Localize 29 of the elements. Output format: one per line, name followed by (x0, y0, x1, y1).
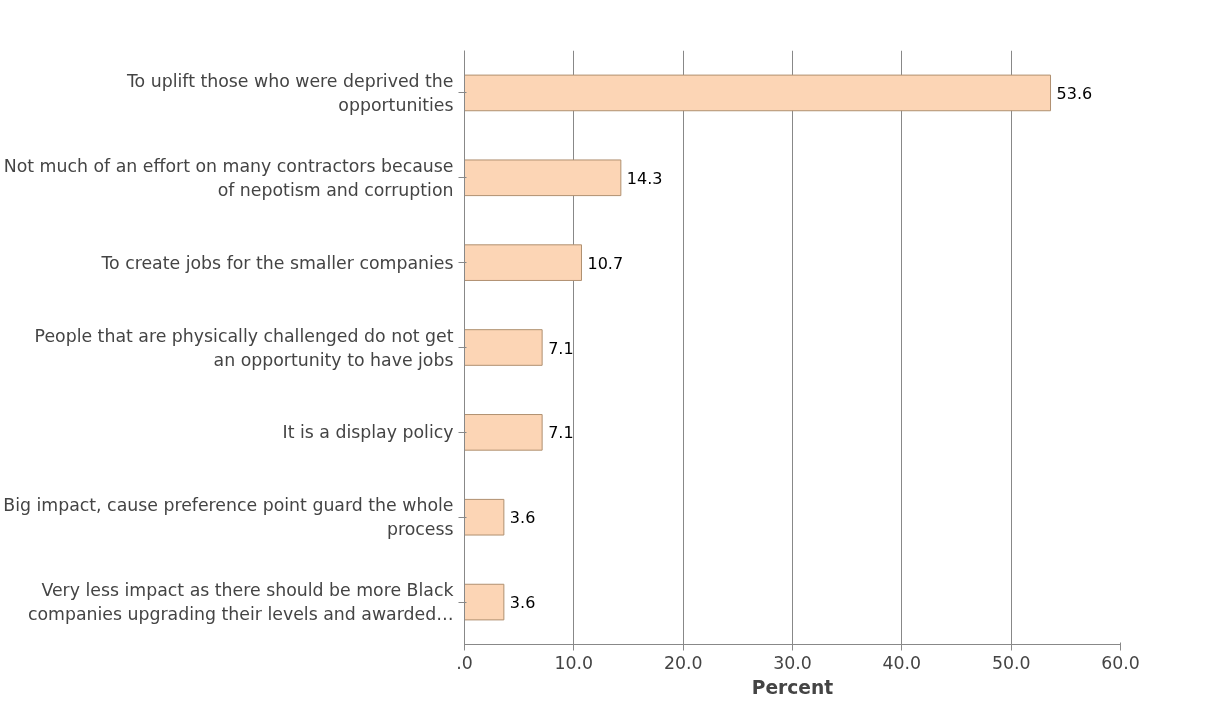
y-tick-label: People that are physically challenged do not get an opportunity to have jobs (34, 325, 454, 370)
bar (464, 329, 543, 366)
bar (464, 414, 543, 451)
x-tick-label: .0 (456, 652, 473, 673)
x-axis-title: Percent (751, 676, 834, 698)
data-label: 53.6 (1056, 83, 1093, 103)
y-tick-label: Not much of an effort on many contractors because of nepotism and corruption (3, 155, 454, 200)
x-tick-label: 30.0 (773, 652, 812, 673)
data-label: 14.3 (626, 168, 663, 188)
bar (464, 498, 505, 536)
x-tick-label: 20.0 (663, 652, 703, 673)
data-label: 7.1 (548, 338, 574, 358)
data-label: 7.1 (548, 423, 574, 443)
bar (464, 74, 1052, 112)
x-tick-label: 50.0 (991, 652, 1031, 673)
bar (464, 583, 505, 621)
y-tick-label: It is a display policy (282, 422, 454, 443)
y-tick-label: Big impact, cause preference point guard the whole process (3, 495, 454, 540)
x-tick-label: 40.0 (882, 652, 922, 673)
y-tick-label: To uplift those who were deprived the opportunities (126, 70, 454, 115)
x-tick-label: 60.0 (1101, 652, 1140, 673)
x-tick-label: 10.0 (554, 652, 594, 673)
data-label: 3.6 (509, 508, 536, 528)
bar (464, 244, 582, 281)
y-tick-label: Very less impact as there should be more Black companies upgrading their levels and awarded… (27, 580, 454, 625)
data-label: 3.6 (509, 593, 536, 613)
y-tick-label: To create jobs for the smaller companies (100, 252, 454, 273)
bar (464, 159, 622, 197)
data-label: 10.7 (587, 253, 624, 273)
